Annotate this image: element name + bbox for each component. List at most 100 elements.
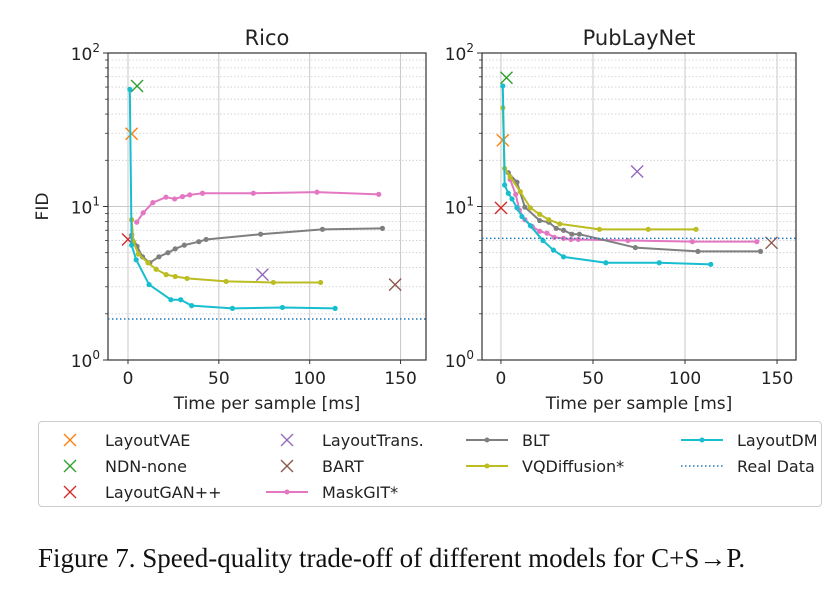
data-point bbox=[513, 191, 519, 197]
legend-item-bart: BART bbox=[264, 454, 364, 478]
y-tick-label: 101 bbox=[71, 195, 100, 219]
data-point bbox=[135, 251, 141, 257]
series-layoutvae bbox=[125, 127, 139, 141]
data-point bbox=[514, 205, 520, 211]
series-bart bbox=[765, 236, 779, 250]
legend-item-layoutvae: LayoutVAE bbox=[47, 428, 190, 452]
data-point bbox=[708, 261, 714, 267]
legend-item-maskgit: MaskGIT* bbox=[264, 480, 398, 504]
data-point bbox=[527, 205, 534, 211]
series-maskgit bbox=[507, 176, 760, 245]
data-point bbox=[603, 260, 609, 266]
legend-item-layoutdm: LayoutDM bbox=[679, 428, 818, 452]
x-axis-label: Time per sample [ms] bbox=[545, 394, 733, 414]
legend-label: LayoutVAE bbox=[105, 430, 191, 450]
data-point bbox=[376, 191, 382, 197]
series-maskgit bbox=[134, 189, 382, 225]
data-point bbox=[203, 236, 209, 243]
series-layouttrans bbox=[630, 165, 644, 179]
data-point bbox=[314, 189, 320, 195]
data-point bbox=[576, 231, 582, 237]
data-point bbox=[500, 83, 506, 89]
legend-label: LayoutDM bbox=[737, 430, 818, 450]
x-marker-icon bbox=[63, 459, 77, 473]
series-layouttrans bbox=[255, 268, 269, 282]
data-point bbox=[546, 217, 552, 223]
data-point bbox=[156, 254, 162, 260]
data-point bbox=[181, 242, 187, 248]
y-tick-exponent: 1 bbox=[92, 195, 100, 209]
data-point bbox=[188, 303, 195, 309]
series-line bbox=[130, 227, 383, 264]
data-point bbox=[569, 231, 575, 237]
series-line bbox=[507, 172, 761, 253]
data-point bbox=[129, 242, 135, 248]
series-layoutdm bbox=[127, 86, 338, 311]
data-point bbox=[560, 235, 567, 241]
series-line bbox=[501, 107, 697, 231]
data-point bbox=[279, 304, 286, 311]
axes-frame bbox=[107, 52, 427, 361]
data-point bbox=[319, 226, 326, 232]
data-point bbox=[258, 231, 264, 237]
series-vqdiffusion bbox=[500, 105, 699, 232]
line-marker-icon bbox=[466, 437, 508, 443]
x-tick-label: 150 bbox=[384, 369, 416, 389]
x-marker-icon bbox=[63, 485, 77, 499]
x-marker bbox=[255, 268, 269, 282]
data-point bbox=[163, 272, 169, 278]
legend-item-layouttrans: LayoutTrans. bbox=[264, 428, 424, 452]
legend-item-real-data: Real Data bbox=[679, 454, 815, 478]
data-point bbox=[145, 260, 151, 266]
data-point bbox=[632, 244, 638, 251]
data-point bbox=[519, 213, 525, 220]
data-point bbox=[550, 247, 557, 253]
data-point bbox=[187, 192, 193, 198]
data-point bbox=[127, 86, 133, 92]
data-point bbox=[153, 266, 159, 272]
legend-label: BLT bbox=[522, 430, 550, 450]
data-point bbox=[223, 278, 229, 285]
x-tick-label: 100 bbox=[293, 369, 325, 389]
x-marker-stroke bbox=[494, 201, 508, 215]
data-point bbox=[693, 226, 699, 232]
series-ndn-none bbox=[499, 71, 513, 85]
data-point bbox=[505, 190, 511, 196]
data-point bbox=[196, 239, 202, 245]
x-marker-stroke bbox=[630, 165, 644, 179]
data-point bbox=[625, 237, 631, 244]
data-point bbox=[656, 260, 662, 266]
y-tick-label: 102 bbox=[71, 41, 100, 65]
x-marker bbox=[130, 79, 144, 93]
y-tick-label: 100 bbox=[71, 348, 100, 372]
data-point bbox=[544, 230, 550, 236]
x-tick-label: 0 bbox=[123, 369, 134, 389]
series-vqdiffusion bbox=[129, 217, 324, 286]
data-point bbox=[379, 225, 385, 231]
series-layoutgan bbox=[494, 201, 508, 215]
data-point bbox=[172, 246, 178, 252]
data-point bbox=[250, 190, 256, 196]
x-marker-stroke bbox=[255, 268, 269, 282]
data-point bbox=[178, 297, 184, 303]
legend-item-blt: BLT bbox=[464, 428, 549, 452]
line-marker-icon bbox=[266, 489, 308, 495]
data-point bbox=[332, 305, 338, 311]
y-tick-exponent: 0 bbox=[466, 348, 474, 362]
data-point bbox=[537, 228, 543, 234]
data-point bbox=[270, 279, 276, 286]
data-point bbox=[165, 250, 171, 256]
x-tick-label: 50 bbox=[582, 369, 604, 389]
data-point bbox=[150, 200, 156, 206]
data-point bbox=[163, 194, 169, 200]
legend-label: VQDiffusion* bbox=[522, 456, 625, 476]
x-marker bbox=[125, 127, 139, 141]
x-tick-label: 150 bbox=[761, 369, 793, 389]
legend-label: LayoutGAN++ bbox=[105, 482, 222, 502]
x-marker bbox=[388, 278, 402, 292]
x-marker-stroke bbox=[499, 71, 513, 85]
x-marker-icon bbox=[280, 459, 294, 473]
data-point bbox=[502, 182, 508, 188]
